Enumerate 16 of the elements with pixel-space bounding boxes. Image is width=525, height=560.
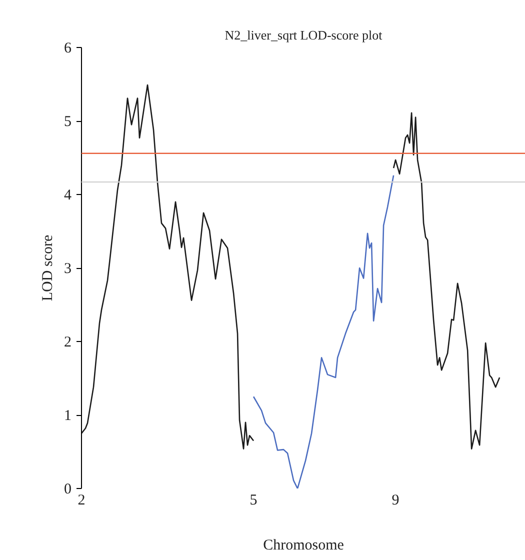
y-tick-label: 5 [64, 114, 72, 130]
line-series [392, 112, 500, 450]
y-axis-title: LOD score [40, 234, 56, 302]
line-series [252, 174, 394, 488]
y-tick-label: 2 [64, 334, 72, 350]
x-tick-label: 9 [392, 492, 400, 508]
y-tick-label: 1 [64, 408, 72, 424]
y-tick-label: 6 [64, 40, 72, 56]
chart-title: N2_liver_sqrt LOD-score plot [224, 28, 383, 42]
line-series [82, 84, 254, 450]
x-tick-label: 2 [78, 492, 86, 508]
x-axis-title: Chromosome [263, 538, 344, 554]
y-tick-label: 4 [64, 188, 72, 204]
y-tick-label: 3 [64, 261, 72, 277]
x-tick-label: 5 [250, 492, 258, 508]
y-tick-label: 0 [64, 482, 72, 498]
